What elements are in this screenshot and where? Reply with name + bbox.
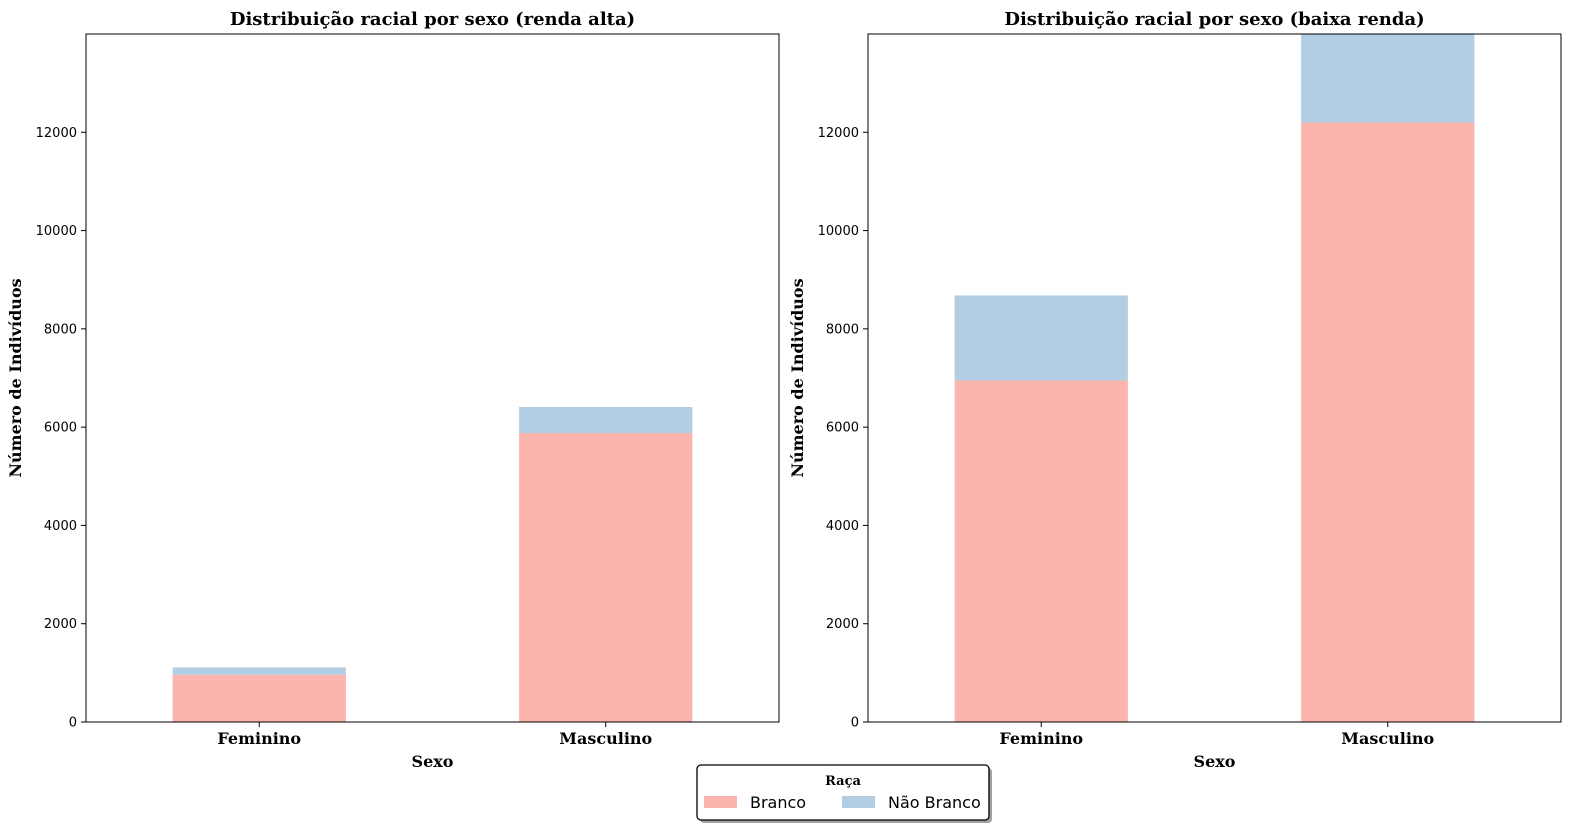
bar-masculino-branco xyxy=(1301,122,1475,722)
y-tick-label: 4000 xyxy=(826,519,859,534)
legend-swatch-nao-branco xyxy=(842,796,875,808)
bar-masculino-nao-branco xyxy=(1301,34,1475,123)
bar-masculino-nao-branco xyxy=(519,406,693,434)
legend-label-nao-branco: Não Branco xyxy=(888,793,981,812)
y-tick-label: 6000 xyxy=(44,421,77,436)
x-tick-label-masculino: Masculino xyxy=(559,729,652,748)
y-tick-label: 6000 xyxy=(826,421,859,436)
chart-title: Distribuição racial por sexo (renda alta… xyxy=(230,9,635,30)
x-tick-label-feminino: Feminino xyxy=(999,729,1083,748)
y-axis-label: Número de Indivíduos xyxy=(6,278,25,477)
chart-panel-low-income: 0 2000 4000 6000 8000 10000 12000 Feminino Mascu… xyxy=(788,9,1562,771)
bar-feminino-branco xyxy=(954,380,1128,722)
chart-title: Distribuição racial por sexo (baixa rend… xyxy=(1004,9,1424,30)
y-tick-label: 12000 xyxy=(36,126,77,141)
y-tick-label: 2000 xyxy=(826,617,859,632)
plot-frame xyxy=(867,33,1562,723)
x-axis-label: Sexo xyxy=(412,752,454,771)
bar-masculino-branco xyxy=(519,433,693,722)
y-tick-label: 2000 xyxy=(44,617,77,632)
y-tick-label: 0 xyxy=(69,716,77,731)
y-axis-label: Número de Indivíduos xyxy=(788,278,807,477)
y-tick-label: 12000 xyxy=(818,126,859,141)
legend-swatch-branco xyxy=(704,796,737,808)
y-tick-label: 10000 xyxy=(818,224,859,239)
bars xyxy=(954,34,1475,722)
legend-title: Raça xyxy=(825,774,861,789)
bar-feminino-branco xyxy=(172,674,346,722)
y-tick-label: 0 xyxy=(851,716,859,731)
y-tick-label: 8000 xyxy=(826,322,859,337)
y-tick-label: 4000 xyxy=(44,519,77,534)
legend-label-branco: Branco xyxy=(750,793,806,812)
bar-feminino-nao-branco xyxy=(172,667,346,675)
bar-feminino-nao-branco xyxy=(954,295,1128,381)
legend-box xyxy=(696,764,990,821)
x-tick-label-feminino: Feminino xyxy=(217,729,301,748)
bars xyxy=(172,406,693,722)
plot-frame xyxy=(85,33,780,723)
legend: Raça Branco Não Branco xyxy=(696,764,992,823)
x-tick-label-masculino: Masculino xyxy=(1341,729,1434,748)
y-tick-label: 8000 xyxy=(44,322,77,337)
y-tick-label: 10000 xyxy=(36,224,77,239)
chart-panel-high-income: 0 2000 4000 6000 8000 10000 12000 Feminino Mascu… xyxy=(6,9,780,771)
x-axis-label: Sexo xyxy=(1194,752,1236,771)
